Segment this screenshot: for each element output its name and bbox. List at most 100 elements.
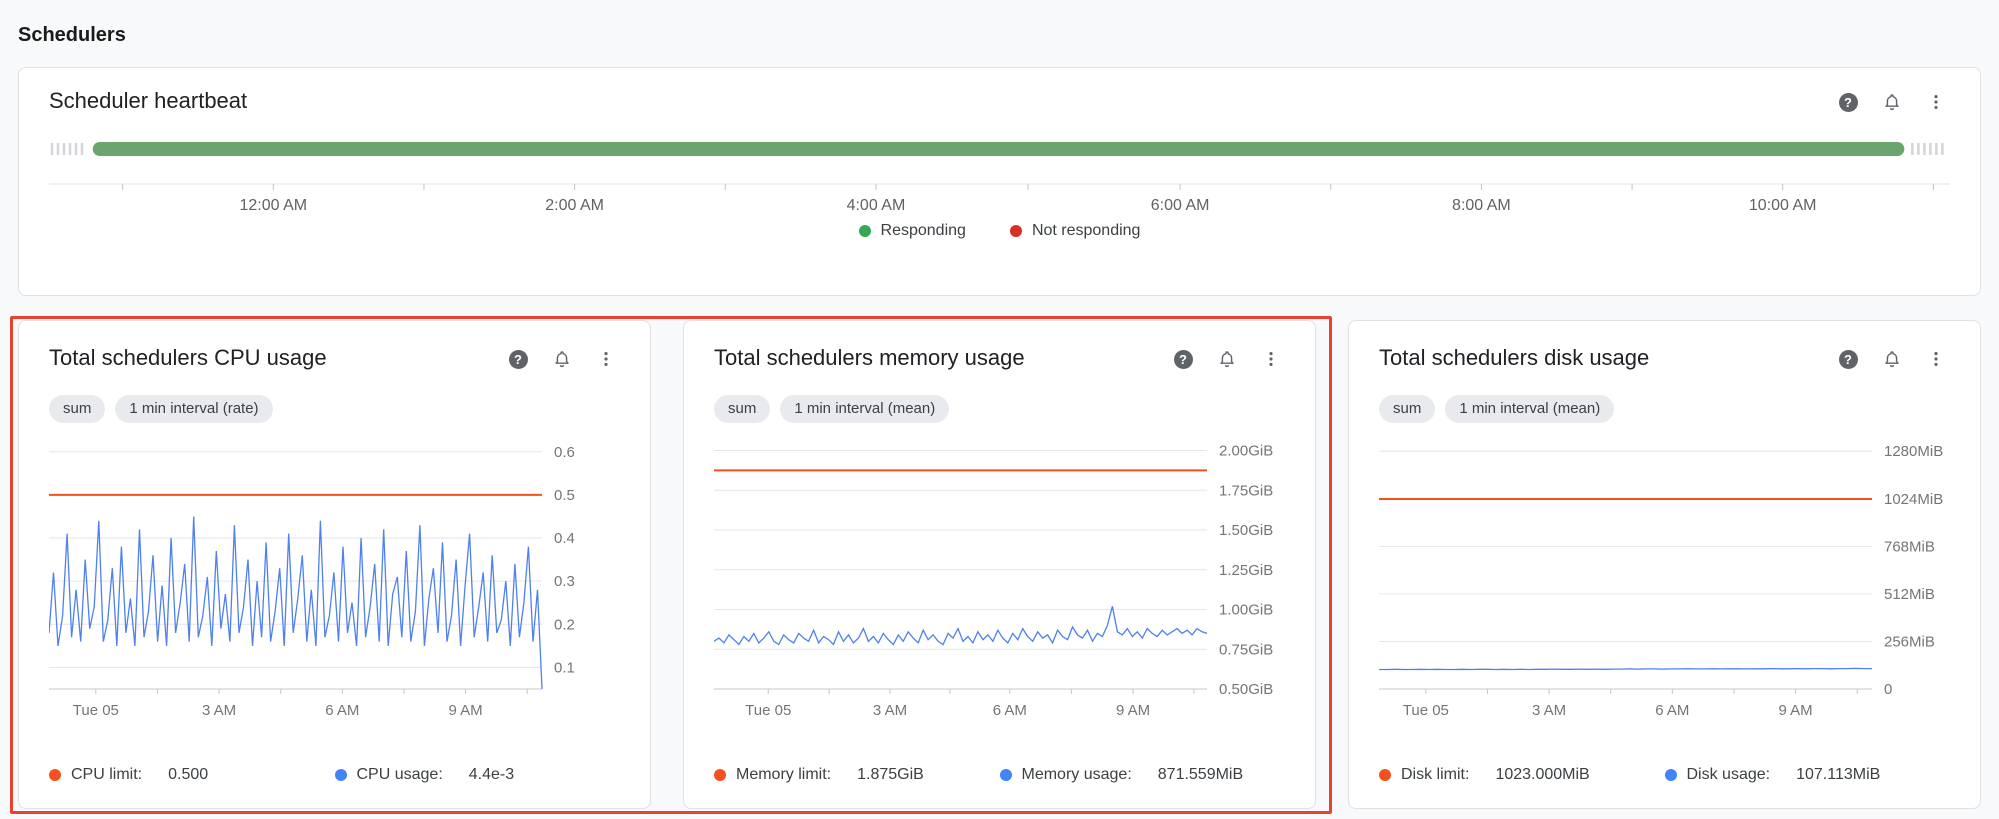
svg-text:0.50GiB: 0.50GiB: [1219, 681, 1273, 698]
help-glyph: ?: [1838, 92, 1858, 112]
svg-text:1024MiB: 1024MiB: [1884, 491, 1943, 508]
aggregation-chip[interactable]: 1 min interval (mean): [1445, 395, 1615, 423]
legend-item: Not responding: [1009, 222, 1141, 240]
card-actions: ?: [504, 345, 620, 373]
help-icon[interactable]: ?: [504, 345, 532, 373]
charts-row: Total schedulers CPU usage ? sum 1 min in…: [18, 320, 1981, 809]
card-header: Total schedulers memory usage ?: [714, 345, 1285, 373]
legend-dot: [1009, 225, 1022, 237]
svg-text:0.3: 0.3: [554, 573, 575, 590]
svg-text:0.2: 0.2: [554, 616, 575, 633]
more-options-icon[interactable]: [1922, 88, 1950, 116]
svg-text:3 AM: 3 AM: [1532, 702, 1566, 719]
help-icon[interactable]: ?: [1834, 345, 1862, 373]
help-glyph: ?: [1838, 349, 1858, 369]
aggregation-chip[interactable]: sum: [714, 395, 771, 423]
aggregation-chip[interactable]: sum: [1379, 395, 1436, 423]
legend-value: 0.500: [168, 766, 209, 783]
legend-item: Disk limit: 1023.000MiB: [1379, 766, 1665, 784]
memory-usage-card: Total schedulers memory usage ? sum 1 min…: [683, 320, 1316, 809]
help-glyph: ?: [1173, 349, 1193, 369]
memory-legend: Memory limit: 1.875GiB Memory usage: 871.55…: [714, 754, 1285, 784]
svg-text:3 AM: 3 AM: [202, 702, 236, 719]
card-actions: ?: [1169, 345, 1285, 373]
svg-text:1.75GiB: 1.75GiB: [1219, 482, 1273, 499]
svg-text:2:00 AM: 2:00 AM: [545, 197, 604, 214]
legend-item: Memory usage: 871.559MiB: [999, 766, 1286, 784]
help-icon[interactable]: ?: [1834, 88, 1862, 116]
svg-text:4:00 AM: 4:00 AM: [847, 197, 906, 214]
aggregation-chip[interactable]: 1 min interval (rate): [115, 395, 273, 423]
legend-dot: [858, 225, 871, 237]
card-header: Scheduler heartbeat ?: [49, 88, 1950, 116]
more-options-icon[interactable]: [592, 345, 620, 373]
alert-bell-icon[interactable]: [1213, 345, 1241, 373]
legend-value: 107.113MiB: [1796, 766, 1881, 783]
svg-text:1.25GiB: 1.25GiB: [1219, 562, 1273, 579]
svg-text:768MiB: 768MiB: [1884, 538, 1935, 555]
card-actions: ?: [1834, 345, 1950, 373]
aggregation-chip[interactable]: sum: [49, 395, 106, 423]
svg-text:0: 0: [1884, 681, 1892, 698]
legend-label: Memory usage:: [1021, 766, 1132, 783]
card-header: Total schedulers CPU usage ?: [49, 345, 620, 373]
svg-text:512MiB: 512MiB: [1884, 586, 1935, 603]
svg-text:9 AM: 9 AM: [1778, 702, 1812, 719]
svg-text:0.6: 0.6: [554, 444, 575, 461]
svg-text:Tue 05: Tue 05: [1403, 702, 1449, 719]
legend-value: 1.875GiB: [857, 766, 924, 783]
svg-text:8:00 AM: 8:00 AM: [1452, 197, 1511, 214]
svg-text:2.00GiB: 2.00GiB: [1219, 443, 1273, 460]
legend-item: Responding: [858, 222, 966, 240]
svg-text:9 AM: 9 AM: [1116, 702, 1150, 719]
disk-legend: Disk limit: 1023.000MiB Disk usage: 107.113…: [1379, 754, 1950, 784]
help-glyph: ?: [508, 349, 528, 369]
legend-label: Not responding: [1031, 222, 1141, 239]
legend-label: Responding: [880, 222, 966, 239]
alert-bell-icon[interactable]: [548, 345, 576, 373]
legend-dot: [334, 769, 347, 781]
cpu-usage-card: Total schedulers CPU usage ? sum 1 min in…: [18, 320, 651, 809]
legend-label: CPU limit:: [71, 766, 143, 783]
svg-text:Tue 05: Tue 05: [73, 702, 119, 719]
alert-bell-icon[interactable]: [1878, 88, 1906, 116]
svg-text:256MiB: 256MiB: [1884, 633, 1935, 650]
legend-label: Memory limit:: [736, 766, 832, 783]
svg-text:12:00 AM: 12:00 AM: [240, 197, 308, 214]
heartbeat-legend: Responding Not responding: [49, 222, 1950, 240]
svg-text:1.50GiB: 1.50GiB: [1219, 522, 1273, 539]
svg-text:0.4: 0.4: [554, 530, 575, 547]
card-header: Total schedulers disk usage ?: [1379, 345, 1950, 373]
aggregation-chip[interactable]: 1 min interval (mean): [780, 395, 950, 423]
legend-value: 871.559MiB: [1157, 766, 1244, 783]
legend-item: CPU limit: 0.500: [49, 766, 335, 784]
legend-label: Disk usage:: [1686, 766, 1771, 783]
aggregation-chips: sum 1 min interval (mean): [1379, 395, 1950, 423]
more-options-icon[interactable]: [1922, 345, 1950, 373]
svg-text:6 AM: 6 AM: [993, 702, 1027, 719]
svg-text:3 AM: 3 AM: [873, 702, 907, 719]
more-options-icon[interactable]: [1257, 345, 1285, 373]
card-title: Total schedulers disk usage: [1379, 345, 1650, 370]
legend-dot: [1379, 769, 1391, 781]
legend-item: CPU usage: 4.4e-3: [334, 766, 621, 784]
page-title: Schedulers: [18, 24, 126, 46]
svg-text:Tue 05: Tue 05: [745, 702, 791, 719]
card-actions: ?: [1834, 88, 1950, 116]
legend-item: Disk usage: 107.113MiB: [1664, 766, 1951, 784]
legend-item: Memory limit: 1.875GiB: [714, 766, 1000, 784]
card-title: Total schedulers CPU usage: [49, 345, 327, 370]
heartbeat-timeline-chart: 12:00 AM 2:00 AM 4:00 AM 6:00 AM 8:00 AM 10:0…: [49, 134, 1950, 218]
help-icon[interactable]: ?: [1169, 345, 1197, 373]
legend-dot: [999, 769, 1012, 781]
legend-value: 1023.000MiB: [1495, 766, 1590, 783]
svg-text:1.00GiB: 1.00GiB: [1219, 602, 1273, 619]
disk-usage-chart: 1280MiB 1024MiB 768MiB 512MiB 256MiB 0 Tue 05 3…: [1379, 431, 1950, 731]
legend-value: 4.4e-3: [468, 766, 515, 783]
aggregation-chips: sum 1 min interval (rate): [49, 395, 620, 423]
svg-text:1280MiB: 1280MiB: [1884, 443, 1943, 460]
memory-usage-chart: 2.00GiB 1.75GiB 1.50GiB 1.25GiB 1.00GiB 0.75G…: [713, 431, 1285, 731]
svg-text:6 AM: 6 AM: [1655, 702, 1689, 719]
alert-bell-icon[interactable]: [1878, 345, 1906, 373]
